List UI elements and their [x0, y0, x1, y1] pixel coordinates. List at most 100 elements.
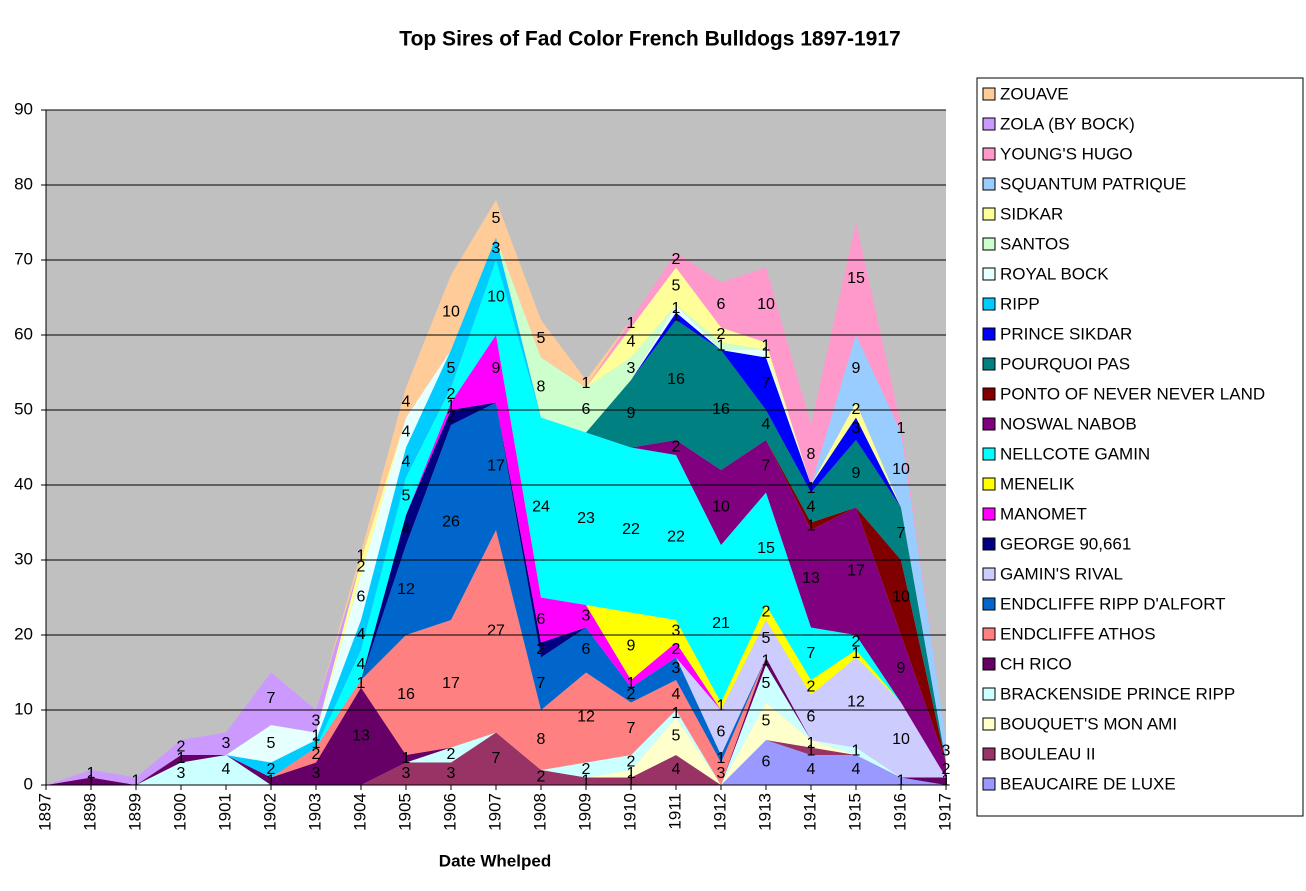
- legend-label: PRINCE SIKDAR: [1000, 324, 1132, 343]
- legend-swatch: [982, 687, 996, 701]
- data-label: 10: [712, 499, 730, 516]
- data-label: 3: [852, 420, 861, 437]
- legend-swatch: [982, 417, 996, 431]
- data-label: 15: [847, 270, 865, 287]
- data-label: 6: [357, 589, 366, 606]
- x-tick-label: 1902: [260, 793, 279, 831]
- x-tick-label: 1910: [620, 793, 639, 831]
- legend-label: PONTO OF NEVER NEVER LAND: [1000, 384, 1265, 403]
- data-label: 12: [397, 581, 415, 598]
- legend-label: NOSWAL NABOB: [1000, 414, 1137, 433]
- area: [46, 260, 946, 785]
- data-label: 4: [402, 424, 411, 441]
- legend-label: SANTOS: [1000, 234, 1070, 253]
- data-label: 1: [627, 315, 636, 332]
- data-label: 8: [537, 731, 546, 748]
- x-tick-label: 1907: [485, 793, 504, 831]
- data-label: 1: [672, 300, 681, 317]
- area: [46, 732, 946, 785]
- data-label: 8: [537, 379, 546, 396]
- legend-label: GEORGE 90,661: [1000, 534, 1131, 553]
- data-label: 1: [807, 742, 816, 759]
- data-label: 10: [892, 731, 910, 748]
- data-label: 5: [492, 210, 501, 227]
- data-label: 10: [442, 304, 460, 321]
- data-label: 7: [492, 750, 501, 767]
- data-label: 4: [402, 394, 411, 411]
- data-label: 2: [447, 386, 456, 403]
- y-tick-label: 50: [14, 399, 33, 418]
- x-tick-label: 1909: [575, 793, 594, 831]
- data-label: 3: [582, 607, 591, 624]
- data-label: 4: [627, 334, 636, 351]
- x-tick-label: 1912: [710, 793, 729, 831]
- data-label: 1: [852, 742, 861, 759]
- data-label: 5: [762, 712, 771, 729]
- data-label: 1: [762, 345, 771, 362]
- legend-swatch: [982, 387, 996, 401]
- x-tick-label: 1908: [530, 793, 549, 831]
- data-label: 1: [312, 727, 321, 744]
- data-label: 1: [807, 735, 816, 752]
- data-label: 1: [762, 652, 771, 669]
- legend-swatch: [982, 537, 996, 551]
- area: [46, 530, 946, 785]
- legend-label: ENDCLIFFE ATHOS: [1000, 624, 1156, 643]
- x-tick-label: 1901: [215, 793, 234, 831]
- data-label: 26: [442, 514, 460, 531]
- data-label: 4: [672, 761, 681, 778]
- legend-label: BEAUCAIRE DE LUXE: [1000, 774, 1176, 793]
- data-label: 21: [712, 615, 730, 632]
- legend-label: ROYAL BOCK: [1000, 264, 1109, 283]
- data-label: 6: [582, 641, 591, 658]
- data-label: 5: [537, 330, 546, 347]
- data-label: 1: [357, 547, 366, 564]
- data-label: 7: [627, 720, 636, 737]
- data-label: 5: [762, 675, 771, 692]
- legend-label: YOUNG'S HUGO: [1000, 144, 1133, 163]
- data-label: 5: [762, 630, 771, 647]
- data-label: 1: [717, 750, 726, 767]
- legend-label: MENELIK: [1000, 474, 1075, 493]
- y-tick-label: 0: [24, 774, 33, 793]
- data-label: 1: [672, 705, 681, 722]
- data-label: 1: [897, 420, 906, 437]
- x-tick-label: 1900: [170, 793, 189, 831]
- legend-label: ENDCLIFFE RIPP D'ALFORT: [1000, 594, 1226, 613]
- legend-label: MANOMET: [1000, 504, 1087, 523]
- data-label: 8: [807, 446, 816, 463]
- data-label: 22: [667, 529, 685, 546]
- legend-swatch: [982, 657, 996, 671]
- data-label: 3: [312, 765, 321, 782]
- legend-swatch: [982, 747, 996, 761]
- legend-label: RIPP: [1000, 294, 1040, 313]
- data-label: 3: [942, 742, 951, 759]
- legend-label: GAMIN'S RIVAL: [1000, 564, 1123, 583]
- x-axis-label: Date Whelped: [439, 851, 551, 870]
- x-tick-label: 1911: [665, 793, 684, 830]
- data-label: 7: [807, 645, 816, 662]
- data-label: 2: [942, 761, 951, 778]
- chart-title: Top Sires of Fad Color French Bulldogs 1…: [399, 28, 900, 51]
- x-tick-label: 1903: [305, 793, 324, 831]
- legend-swatch: [982, 627, 996, 641]
- y-tick-label: 40: [14, 474, 33, 493]
- legend-swatch: [982, 717, 996, 731]
- legend-label: NELLCOTE GAMIN: [1000, 444, 1150, 463]
- legend-swatch: [982, 297, 996, 311]
- data-label: 13: [802, 570, 820, 587]
- legend-label: ZOLA (BY BOCK): [1000, 114, 1135, 133]
- data-label: 4: [672, 686, 681, 703]
- legend-label: POURQUOI PAS: [1000, 354, 1130, 373]
- data-label: 4: [402, 454, 411, 471]
- data-label: 3: [402, 765, 411, 782]
- data-label: 2: [537, 641, 546, 658]
- data-label: 9: [852, 465, 861, 482]
- data-label: 5: [267, 735, 276, 752]
- data-label: 4: [807, 761, 816, 778]
- legend-swatch: [982, 327, 996, 341]
- data-label: 13: [352, 727, 370, 744]
- data-label: 3: [627, 360, 636, 377]
- data-label: 9: [492, 360, 501, 377]
- data-label: 9: [627, 637, 636, 654]
